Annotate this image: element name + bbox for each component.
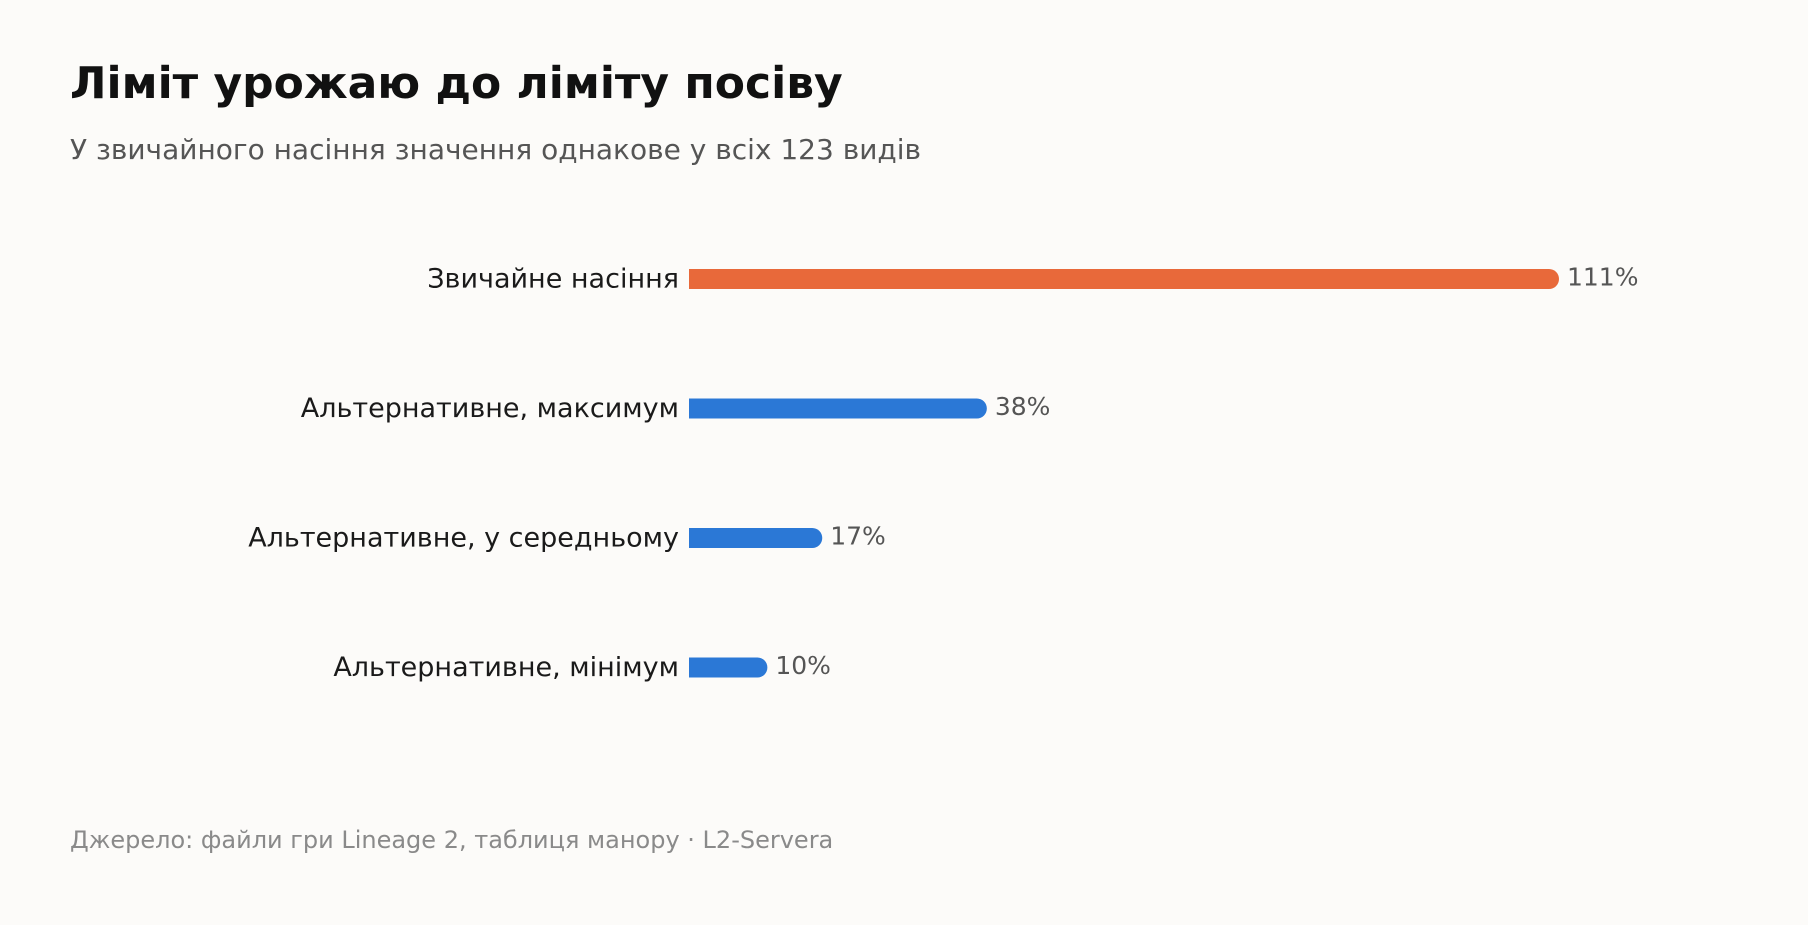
value-label: 17% [830,522,886,551]
bar [689,269,1559,289]
category-label: Альтернативне, у середньому [248,523,679,554]
category-label: Альтернативне, мінімум [333,652,679,683]
bar [689,528,823,548]
chart-subtitle: У звичайного насіння значення однакове у… [70,133,922,166]
category-label: Звичайне насіння [427,264,679,295]
value-label: 111% [1567,263,1638,292]
category-label: Альтернативне, максимум [301,393,679,424]
bar [689,657,768,678]
value-label: 38% [995,392,1051,421]
chart-title: Ліміт урожаю до ліміту посіву [70,58,843,109]
source-note: Джерело: файли гри Lineage 2, таблиця ма… [70,826,834,854]
value-label: 10% [775,651,831,680]
bar [689,398,987,419]
